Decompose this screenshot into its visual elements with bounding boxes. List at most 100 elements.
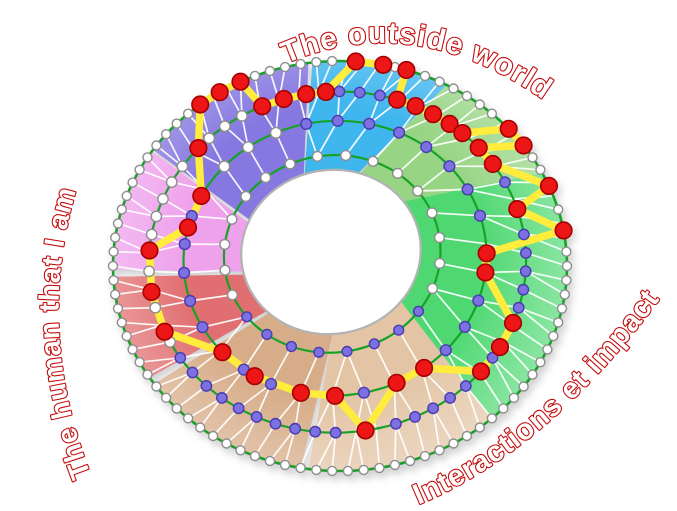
white-node-ring3 [218,120,231,133]
connector-line [375,428,381,468]
purple-node-ring3 [373,89,386,102]
purple-node-inner [341,345,353,358]
white-node-outer [112,218,124,229]
wheel-group [107,52,573,477]
white-node-outer [498,403,509,414]
purple-node-ring2 [363,117,376,130]
connector-line [414,416,426,457]
nodes-group [107,55,573,477]
connector-line [464,385,481,428]
purple-node-ring2 [472,294,485,307]
milestone-node [490,338,510,357]
white-node-outer [535,357,546,368]
connector-line [189,294,233,302]
purple-node-ring3 [459,380,472,392]
white-node-outer [134,357,145,368]
white-node-outer [295,462,306,474]
white-node-inner [433,232,446,244]
connector-line [491,357,515,399]
white-node-outer [326,465,338,477]
connector-line [132,341,171,351]
connector-line [270,346,293,385]
connector-line [394,423,397,465]
connector-line [417,165,450,192]
milestone-node [291,383,311,402]
white-node-inner [412,185,424,197]
connector-line [202,315,247,329]
white-node-ring2 [242,141,255,154]
white-node-outer [279,61,291,73]
purple-node-ring3 [289,422,301,435]
purple-node-ring3 [409,410,421,423]
purple-node-ring3 [174,351,187,364]
milestone-node [476,263,495,282]
white-node-inner [426,282,439,295]
purple-node-ring2 [420,140,433,154]
white-node-outer [448,83,459,94]
connector-line [522,288,563,310]
connector-line [417,310,447,351]
connector-line [147,357,181,376]
white-node-outer [527,152,538,163]
purple-node-inner [261,328,273,341]
purple-node-ring3 [518,228,530,241]
connector-line [431,287,466,328]
connector-line [121,321,162,327]
milestone-node [356,421,375,440]
connector-line [491,357,525,388]
connector-line [479,214,525,236]
connector-line [432,287,479,302]
connector-line [176,385,207,410]
purple-node-inner [412,305,425,317]
connector-line [269,428,296,462]
connector-line [525,252,568,267]
white-node-outer [548,330,559,342]
white-node-outer [561,246,572,257]
purple-node-ring2 [357,386,371,399]
milestone-node [514,136,533,155]
white-node-outer [553,204,564,215]
connector-line [464,326,494,359]
milestone-node [415,358,434,378]
purple-node-ring3 [499,176,511,189]
white-node-outer [116,204,128,215]
white-node-inner [226,213,238,225]
connector-line [187,397,223,420]
white-node-inner [434,257,446,270]
white-node-outer [311,56,322,68]
white-node-outer [116,317,128,328]
white-node-outer [553,317,564,328]
purple-node-ring3 [329,426,342,439]
white-node-ring3 [157,192,169,205]
purple-node-ring3 [520,246,532,259]
connector-line [432,407,455,444]
white-node-outer [235,445,246,456]
white-node-outer [508,392,520,403]
white-node-inner [226,289,239,301]
white-node-outer [109,289,121,300]
purple-node-ring3 [519,265,532,278]
connector-line [191,215,232,221]
white-node-outer [221,438,232,449]
white-node-ring2 [218,160,231,173]
milestone-node [453,124,472,143]
white-node-ring3 [145,228,158,241]
milestone-node [155,322,174,341]
purple-node-ring3 [444,391,456,404]
connector-line [126,324,162,337]
purple-node-ring3 [512,301,525,314]
purple-node-ring3 [389,417,402,430]
connector-line [502,341,541,363]
white-node-outer [486,108,498,119]
purple-node-ring3 [333,85,346,98]
purple-node-ring3 [186,366,199,379]
purple-node-ring3 [250,410,263,423]
purple-node-ring3 [200,379,213,392]
white-node-outer [127,344,138,355]
purple-node-ring2 [184,294,197,308]
connector-line [156,371,193,388]
connector-line [467,181,506,191]
milestone-node [189,139,208,158]
milestone-node [424,105,443,124]
